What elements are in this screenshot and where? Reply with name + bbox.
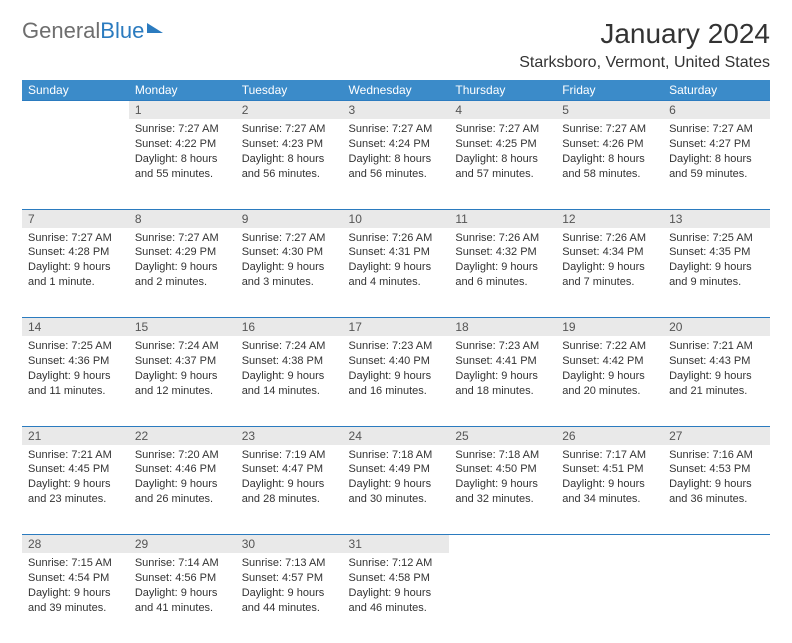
day-header: Saturday xyxy=(663,80,770,101)
logo: GeneralBlue xyxy=(22,18,163,44)
location-text: Starksboro, Vermont, United States xyxy=(519,54,770,72)
day-number-cell: 2 xyxy=(236,101,343,120)
logo-triangle-icon xyxy=(147,23,163,33)
day-content-cell xyxy=(556,553,663,643)
day-header: Sunday xyxy=(22,80,129,101)
day-content-cell: Sunrise: 7:27 AM Sunset: 4:30 PM Dayligh… xyxy=(236,228,343,318)
day-header: Monday xyxy=(129,80,236,101)
day-content-cell: Sunrise: 7:18 AM Sunset: 4:49 PM Dayligh… xyxy=(343,445,450,535)
day-number-cell: 16 xyxy=(236,318,343,337)
day-number-cell xyxy=(663,535,770,554)
day-content-cell: Sunrise: 7:25 AM Sunset: 4:36 PM Dayligh… xyxy=(22,336,129,426)
day-number-cell: 17 xyxy=(343,318,450,337)
day-number-cell: 8 xyxy=(129,209,236,228)
day-number-cell: 23 xyxy=(236,426,343,445)
day-number-cell: 10 xyxy=(343,209,450,228)
day-number-cell: 5 xyxy=(556,101,663,120)
day-content-cell: Sunrise: 7:23 AM Sunset: 4:40 PM Dayligh… xyxy=(343,336,450,426)
day-content-cell xyxy=(449,553,556,643)
day-number-cell: 22 xyxy=(129,426,236,445)
logo-text-2: Blue xyxy=(100,18,144,44)
day-content-cell: Sunrise: 7:24 AM Sunset: 4:37 PM Dayligh… xyxy=(129,336,236,426)
day-content-cell: Sunrise: 7:27 AM Sunset: 4:24 PM Dayligh… xyxy=(343,119,450,209)
day-content-cell: Sunrise: 7:21 AM Sunset: 4:43 PM Dayligh… xyxy=(663,336,770,426)
day-number-cell: 25 xyxy=(449,426,556,445)
calendar-table: Sunday Monday Tuesday Wednesday Thursday… xyxy=(22,80,770,643)
day-number-cell: 18 xyxy=(449,318,556,337)
day-number-cell: 6 xyxy=(663,101,770,120)
day-number-cell: 4 xyxy=(449,101,556,120)
day-number-cell: 3 xyxy=(343,101,450,120)
day-content-cell: Sunrise: 7:26 AM Sunset: 4:31 PM Dayligh… xyxy=(343,228,450,318)
day-content-cell: Sunrise: 7:25 AM Sunset: 4:35 PM Dayligh… xyxy=(663,228,770,318)
day-number-cell: 21 xyxy=(22,426,129,445)
day-number-cell: 30 xyxy=(236,535,343,554)
day-content-cell: Sunrise: 7:14 AM Sunset: 4:56 PM Dayligh… xyxy=(129,553,236,643)
day-number-cell: 12 xyxy=(556,209,663,228)
day-content-cell: Sunrise: 7:24 AM Sunset: 4:38 PM Dayligh… xyxy=(236,336,343,426)
day-number-cell: 1 xyxy=(129,101,236,120)
day-content-cell: Sunrise: 7:27 AM Sunset: 4:22 PM Dayligh… xyxy=(129,119,236,209)
day-number-row: 78910111213 xyxy=(22,209,770,228)
day-header: Thursday xyxy=(449,80,556,101)
day-content-row: Sunrise: 7:27 AM Sunset: 4:22 PM Dayligh… xyxy=(22,119,770,209)
day-number-cell: 13 xyxy=(663,209,770,228)
day-content-cell: Sunrise: 7:27 AM Sunset: 4:29 PM Dayligh… xyxy=(129,228,236,318)
day-header: Friday xyxy=(556,80,663,101)
day-content-cell: Sunrise: 7:23 AM Sunset: 4:41 PM Dayligh… xyxy=(449,336,556,426)
logo-text-1: General xyxy=(22,18,100,44)
day-header-row: Sunday Monday Tuesday Wednesday Thursday… xyxy=(22,80,770,101)
day-number-cell: 19 xyxy=(556,318,663,337)
day-number-row: 28293031 xyxy=(22,535,770,554)
day-number-cell: 26 xyxy=(556,426,663,445)
day-content-row: Sunrise: 7:15 AM Sunset: 4:54 PM Dayligh… xyxy=(22,553,770,643)
day-number-cell: 24 xyxy=(343,426,450,445)
month-title: January 2024 xyxy=(519,18,770,50)
day-content-cell: Sunrise: 7:27 AM Sunset: 4:28 PM Dayligh… xyxy=(22,228,129,318)
day-content-cell: Sunrise: 7:15 AM Sunset: 4:54 PM Dayligh… xyxy=(22,553,129,643)
day-content-cell: Sunrise: 7:18 AM Sunset: 4:50 PM Dayligh… xyxy=(449,445,556,535)
day-number-cell: 27 xyxy=(663,426,770,445)
day-content-cell: Sunrise: 7:27 AM Sunset: 4:26 PM Dayligh… xyxy=(556,119,663,209)
day-number-row: 21222324252627 xyxy=(22,426,770,445)
day-content-cell: Sunrise: 7:26 AM Sunset: 4:32 PM Dayligh… xyxy=(449,228,556,318)
day-content-cell: Sunrise: 7:19 AM Sunset: 4:47 PM Dayligh… xyxy=(236,445,343,535)
day-number-row: 123456 xyxy=(22,101,770,120)
day-number-cell: 7 xyxy=(22,209,129,228)
day-number-cell: 11 xyxy=(449,209,556,228)
day-number-cell: 9 xyxy=(236,209,343,228)
day-content-cell xyxy=(663,553,770,643)
title-block: January 2024 Starksboro, Vermont, United… xyxy=(519,18,770,72)
day-content-row: Sunrise: 7:21 AM Sunset: 4:45 PM Dayligh… xyxy=(22,445,770,535)
day-number-cell: 29 xyxy=(129,535,236,554)
day-content-row: Sunrise: 7:27 AM Sunset: 4:28 PM Dayligh… xyxy=(22,228,770,318)
day-content-cell: Sunrise: 7:12 AM Sunset: 4:58 PM Dayligh… xyxy=(343,553,450,643)
day-number-cell xyxy=(449,535,556,554)
day-content-cell: Sunrise: 7:27 AM Sunset: 4:25 PM Dayligh… xyxy=(449,119,556,209)
day-content-cell xyxy=(22,119,129,209)
day-number-cell: 20 xyxy=(663,318,770,337)
day-content-cell: Sunrise: 7:27 AM Sunset: 4:23 PM Dayligh… xyxy=(236,119,343,209)
day-number-cell: 28 xyxy=(22,535,129,554)
day-content-cell: Sunrise: 7:13 AM Sunset: 4:57 PM Dayligh… xyxy=(236,553,343,643)
day-number-row: 14151617181920 xyxy=(22,318,770,337)
day-content-cell: Sunrise: 7:16 AM Sunset: 4:53 PM Dayligh… xyxy=(663,445,770,535)
header: GeneralBlue January 2024 Starksboro, Ver… xyxy=(22,18,770,72)
day-content-cell: Sunrise: 7:17 AM Sunset: 4:51 PM Dayligh… xyxy=(556,445,663,535)
day-content-cell: Sunrise: 7:27 AM Sunset: 4:27 PM Dayligh… xyxy=(663,119,770,209)
day-number-cell: 14 xyxy=(22,318,129,337)
day-number-cell: 15 xyxy=(129,318,236,337)
day-number-cell xyxy=(556,535,663,554)
day-number-cell: 31 xyxy=(343,535,450,554)
day-content-cell: Sunrise: 7:21 AM Sunset: 4:45 PM Dayligh… xyxy=(22,445,129,535)
day-header: Wednesday xyxy=(343,80,450,101)
day-number-cell xyxy=(22,101,129,120)
day-content-cell: Sunrise: 7:20 AM Sunset: 4:46 PM Dayligh… xyxy=(129,445,236,535)
day-content-cell: Sunrise: 7:22 AM Sunset: 4:42 PM Dayligh… xyxy=(556,336,663,426)
day-header: Tuesday xyxy=(236,80,343,101)
day-content-row: Sunrise: 7:25 AM Sunset: 4:36 PM Dayligh… xyxy=(22,336,770,426)
day-content-cell: Sunrise: 7:26 AM Sunset: 4:34 PM Dayligh… xyxy=(556,228,663,318)
